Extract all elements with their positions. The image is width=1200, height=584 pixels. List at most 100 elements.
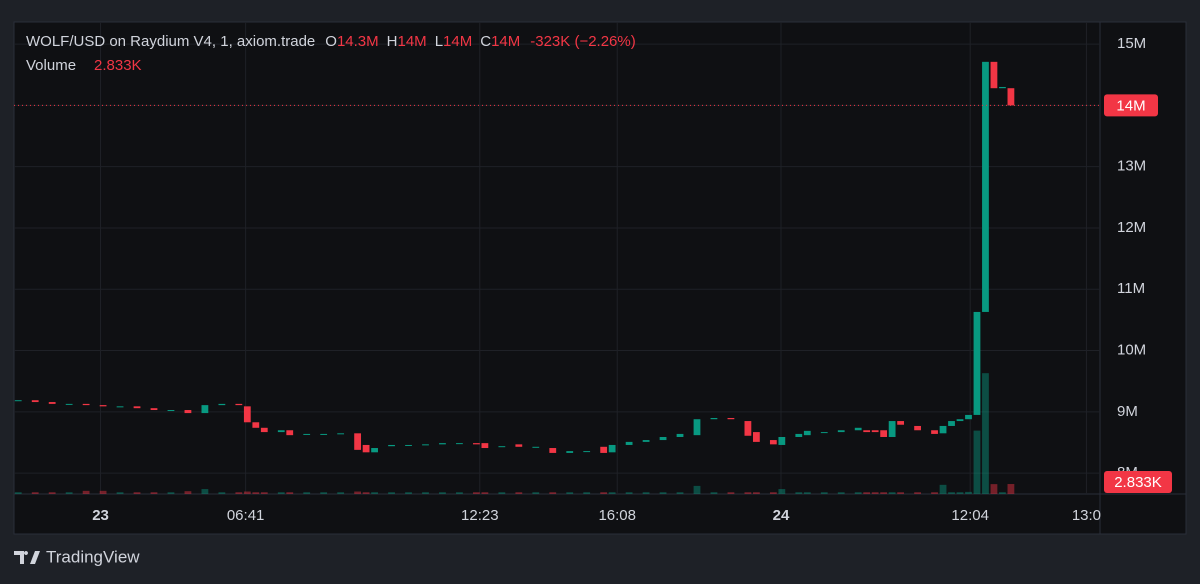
volume-bar — [201, 489, 209, 494]
candle-body — [65, 403, 73, 405]
candle-body — [167, 410, 175, 412]
volume-bar — [354, 491, 362, 494]
candle-body — [456, 443, 463, 445]
brand-name: TradingView — [46, 547, 140, 566]
ohlc-value: 14.3M — [337, 33, 379, 50]
candle-body — [354, 433, 362, 450]
candle-body — [31, 400, 39, 403]
volume-bar — [456, 492, 463, 494]
candle-body — [277, 430, 285, 433]
candle-body — [99, 405, 107, 407]
volume-bar — [184, 491, 192, 494]
volume-label: 2.833K — [1114, 474, 1162, 491]
candle-body — [897, 421, 905, 425]
volume-bar — [82, 490, 90, 494]
y-tick-label: 10M — [1117, 342, 1146, 359]
volume-bar — [286, 492, 294, 494]
volume-bar — [973, 430, 981, 494]
candle-body — [405, 444, 412, 446]
candle-body — [498, 446, 506, 448]
candle-body — [710, 417, 718, 420]
brand-logo — [14, 551, 40, 564]
symbol-title: WOLF/USD on Raydium V4, 1, axiom.trade — [26, 33, 315, 50]
volume-bar — [320, 492, 328, 494]
candle-body — [422, 444, 429, 446]
candle-body — [116, 406, 124, 408]
candle-body — [566, 451, 574, 453]
volume-bar — [388, 492, 395, 494]
change-value: -323K (−2.26%) — [530, 33, 635, 50]
volume-bar — [405, 492, 412, 494]
volume-bar — [727, 492, 735, 494]
candle-body — [549, 448, 557, 453]
volume-bar — [167, 492, 175, 494]
volume-bar — [999, 492, 1006, 494]
candle-body — [439, 443, 446, 445]
candle-body — [625, 441, 633, 445]
volume-bar — [277, 492, 285, 494]
candle-body — [778, 436, 786, 445]
candle-body — [880, 430, 888, 437]
x-tick-label: 13:0 — [1072, 507, 1101, 524]
candle-body — [532, 446, 540, 448]
candle-body — [608, 444, 616, 453]
candle-body — [676, 433, 684, 437]
volume-bar — [880, 492, 888, 494]
candle-body — [795, 433, 803, 437]
x-tick-label: 12:23 — [461, 507, 499, 524]
volume-bar — [854, 492, 862, 494]
volume-bar — [218, 492, 226, 494]
ohlc-key: O — [325, 33, 337, 50]
volume-bar — [14, 492, 22, 494]
x-tick-label: 16:08 — [598, 507, 636, 524]
ohlc-key: H — [387, 33, 398, 50]
volume-bar — [260, 492, 268, 494]
ohlc-value: 14M — [491, 33, 520, 50]
candle-body — [303, 433, 311, 435]
candle-body — [320, 433, 328, 435]
volume-bar — [625, 492, 633, 494]
candle-body — [600, 446, 608, 453]
candle-body — [362, 444, 370, 453]
volume-bar — [371, 492, 378, 494]
series — [14, 61, 1100, 494]
candle-body — [243, 406, 251, 423]
candle-body — [515, 444, 523, 447]
volume-bar — [744, 492, 752, 494]
candle-body — [235, 403, 243, 406]
candle-body — [871, 430, 879, 433]
volume-bar — [965, 491, 972, 494]
candle-body — [863, 430, 871, 433]
volume-bar — [252, 492, 260, 494]
legend: WOLF/USD on Raydium V4, 1, axiom.trade V… — [26, 33, 636, 74]
volume-bar — [659, 492, 667, 494]
candle-body — [133, 406, 141, 409]
volume-bar — [795, 492, 803, 494]
volume-bar — [65, 492, 73, 494]
candle-body — [965, 414, 972, 420]
volume-bar — [116, 492, 124, 494]
candle-body — [583, 451, 591, 453]
candle-body — [252, 422, 260, 428]
candle-body — [337, 433, 345, 435]
volume-bar — [133, 492, 141, 494]
candle-body — [999, 86, 1006, 89]
volume-bar — [566, 492, 574, 494]
volume-bar — [778, 489, 786, 494]
grid — [14, 22, 1100, 494]
volume-bar — [515, 492, 523, 494]
brand: TradingView — [14, 547, 140, 566]
candle-body — [150, 408, 158, 411]
ohlc-value: 14M — [398, 33, 427, 50]
volume-bar — [549, 492, 557, 494]
volume-bar — [48, 492, 56, 494]
candle-body — [14, 400, 22, 402]
x-tick-label: 24 — [773, 507, 790, 524]
candle-body — [820, 432, 828, 434]
candle-body — [659, 436, 667, 441]
candle-body — [982, 61, 989, 312]
volume-bar — [532, 492, 540, 494]
ohlc-key: C — [480, 33, 491, 50]
